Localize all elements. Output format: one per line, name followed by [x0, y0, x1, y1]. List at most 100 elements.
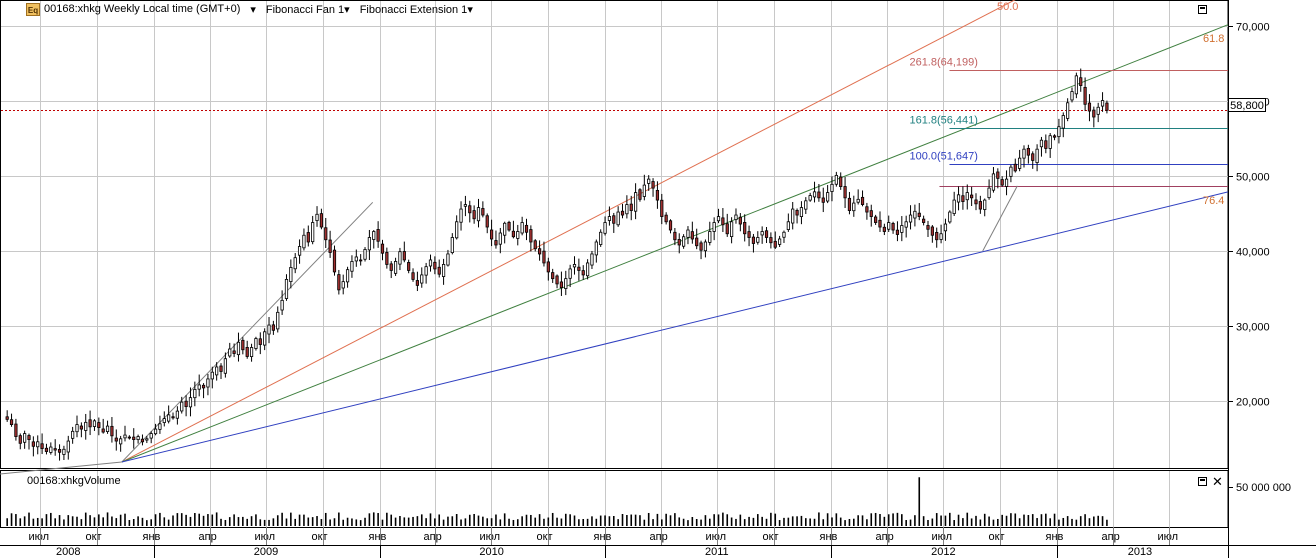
equity-icon[interactable]: Eq [26, 3, 40, 16]
candle-up [1061, 115, 1065, 129]
candle-down [489, 229, 494, 240]
fibonacci-extension-menu[interactable]: Fibonacci Extension 1▾ [359, 4, 473, 16]
month-tick-label: янв [369, 531, 387, 543]
candle-up [424, 266, 428, 276]
candle-down [31, 441, 35, 447]
month-tick-label: апр [1102, 531, 1120, 543]
candle-up [420, 274, 424, 284]
current-price-tag: 58,800 [1228, 98, 1266, 112]
candle-up [682, 236, 686, 247]
month-tick-label: окт [989, 531, 1005, 543]
candle-down [359, 259, 363, 262]
fan-label-61-8: 61.8 [1203, 33, 1224, 45]
candle-down [389, 263, 393, 271]
fan-stub [0, 461, 122, 475]
candle-down [524, 224, 529, 233]
candle-down [415, 280, 420, 286]
candle-down [402, 251, 406, 261]
extension-level-label: 100.0(51,647) [909, 151, 978, 163]
candle-up [778, 238, 782, 245]
candle-up [782, 231, 786, 238]
candle-up [193, 389, 197, 399]
candle-down [891, 223, 895, 231]
maximize-icon[interactable] [1198, 5, 1207, 14]
candle-down [769, 237, 773, 244]
candle-up [463, 204, 468, 207]
candle-down [743, 221, 747, 235]
candle-down [53, 448, 57, 451]
candle-down [241, 339, 245, 351]
candle-down [843, 186, 847, 199]
candle-up [572, 264, 577, 268]
candle-down [219, 365, 223, 372]
candle-down [668, 220, 673, 231]
ext-dropdown-icon: ▾ [467, 4, 473, 16]
candle-down [930, 226, 934, 236]
extension-leg [982, 185, 1018, 252]
candle-down [132, 436, 136, 440]
candle-down [860, 196, 865, 205]
candle-up [36, 441, 40, 448]
candle-down [747, 231, 751, 238]
candle-up [71, 430, 75, 439]
fan-label-50: 50.0 [997, 1, 1018, 13]
candle-up [1070, 91, 1074, 101]
candle-down [996, 171, 1000, 179]
candle-down [481, 208, 485, 216]
close-icon[interactable]: ✕ [1212, 474, 1223, 489]
candle-up [786, 221, 790, 230]
candle-down [551, 272, 555, 280]
candle-down [258, 338, 262, 345]
candle-down [411, 272, 415, 280]
candle-down [468, 205, 472, 214]
candle-down [472, 210, 476, 220]
candle-down [114, 437, 118, 442]
candle-up [607, 216, 612, 221]
candle-up [363, 249, 367, 260]
y-tick-label: 70,000 [1236, 22, 1270, 34]
candle-down [1013, 163, 1017, 172]
candle-up [92, 420, 97, 427]
candle-up [354, 256, 358, 262]
candle-down [865, 206, 869, 213]
candle-up [372, 231, 376, 240]
candle-up [315, 213, 319, 221]
candle-up [503, 222, 507, 236]
candle-up [249, 347, 254, 357]
candle-down [18, 435, 22, 444]
candle-down [629, 203, 633, 211]
candle-down [79, 425, 83, 430]
fibonacci-fan-menu[interactable]: Fibonacci Fan 1▾ [265, 4, 350, 16]
volume-maximize-icon[interactable] [1198, 477, 1207, 486]
candle-down [660, 199, 664, 217]
month-tick-label: июл [706, 531, 727, 543]
candle-up [153, 428, 158, 435]
candle-up [716, 216, 721, 222]
candle-up [302, 234, 306, 249]
candle-up [939, 233, 943, 240]
candle-up [708, 231, 712, 243]
symbol-dropdown-icon[interactable]: ▾ [250, 4, 256, 16]
candle-up [289, 267, 293, 282]
candle-up [1022, 148, 1026, 159]
candle-down [88, 419, 92, 428]
candle-down [638, 189, 642, 200]
candle-down [978, 201, 982, 210]
volume-panel-title: 00168:xhkgVolume [27, 475, 121, 487]
candle-down [1087, 102, 1092, 112]
candle-up [1004, 178, 1009, 187]
candle-down [895, 229, 900, 235]
candle-down [926, 225, 930, 230]
candle-up [158, 423, 162, 430]
candle-up [311, 222, 315, 243]
candle-up [756, 237, 760, 243]
candle-up [712, 222, 716, 232]
candle-up [446, 253, 450, 266]
candle-down [874, 216, 878, 223]
candle-down [738, 216, 742, 225]
candle-down [40, 443, 44, 449]
candle-down [380, 243, 385, 254]
candle-up [162, 418, 166, 423]
